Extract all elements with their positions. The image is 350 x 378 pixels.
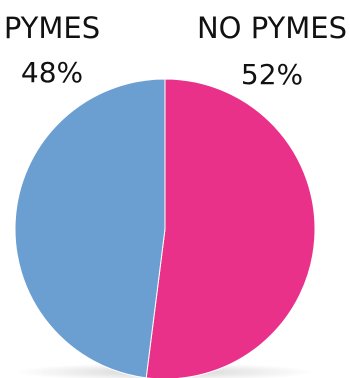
slice-value-label: 48% — [21, 56, 83, 89]
pie-slice-pymes — [14, 78, 166, 378]
slice-labels: NO PYMES 52% PYMES 48% — [4, 11, 347, 91]
slice-name-label: PYMES — [4, 11, 100, 45]
pie-slice-no-pymes — [145, 78, 316, 378]
slice-value-label: 52% — [241, 58, 303, 91]
slice-name-label: NO PYMES — [197, 11, 347, 45]
pie-slices — [14, 78, 316, 378]
